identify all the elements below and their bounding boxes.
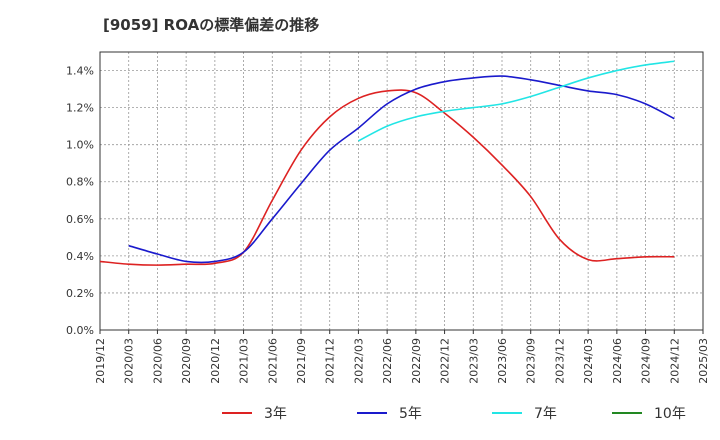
x-tick-label: 2021/09 (295, 338, 308, 384)
series-line-1 (128, 75, 675, 264)
legend-label-0: 3年 (264, 406, 287, 422)
x-tick-label: 2020/09 (180, 338, 193, 384)
y-tick-label: 0.4% (66, 250, 94, 263)
chart-title: [9059] ROAの標準偏差の推移 (103, 16, 320, 34)
x-tick-label: 2023/06 (496, 338, 509, 384)
legend-label-2: 7年 (534, 406, 557, 422)
x-tick-label: 2024/12 (668, 338, 681, 384)
y-tick-label: 0.8% (66, 176, 94, 189)
x-tick-label: 2021/06 (266, 338, 279, 384)
x-tick-label: 2023/12 (553, 338, 566, 384)
x-tick-label: 2025/03 (697, 338, 710, 384)
x-tick-label: 2020/03 (123, 338, 136, 384)
x-tick-label: 2024/06 (611, 338, 624, 384)
x-tick-label: 2020/06 (151, 338, 164, 384)
plot-frame (99, 51, 704, 331)
axis-layer: 0.0% 0.2% 0.4% 0.6% 0.8% 1.0% 1.2% 1.4% 2019/12 2… (66, 51, 710, 384)
x-tick-label: 2024/09 (640, 338, 653, 384)
series-layer (99, 60, 675, 266)
x-tick-label: 2021/12 (324, 338, 337, 384)
y-tick-label: 0.0% (66, 324, 94, 337)
x-tick-label: 2022/06 (381, 338, 394, 384)
series-line-0 (99, 89, 675, 266)
grid-layer (100, 52, 703, 330)
legend-layer: 3年 5年 7年 10年 (222, 406, 686, 422)
y-tick-label: 1.2% (66, 102, 94, 115)
x-tick-label: 2021/03 (238, 338, 251, 384)
x-tick-label: 2023/03 (467, 338, 480, 384)
x-tick-label: 2023/09 (525, 338, 538, 384)
x-tick-label: 2022/03 (352, 338, 365, 384)
x-tick-label: 2020/12 (209, 338, 222, 384)
y-tick-label: 0.2% (66, 287, 94, 300)
y-tick-label: 1.4% (66, 65, 94, 78)
x-tick-label: 2022/09 (410, 338, 423, 384)
y-tick-label: 0.6% (66, 213, 94, 226)
series-line-2 (358, 60, 675, 142)
legend-label-1: 5年 (399, 406, 422, 422)
x-tick-label: 2024/03 (582, 338, 595, 384)
x-tick-label: 2019/12 (94, 338, 107, 384)
x-tick-label: 2022/12 (439, 338, 452, 384)
y-tick-label: 1.0% (66, 139, 94, 152)
legend-label-3: 10年 (654, 406, 686, 422)
